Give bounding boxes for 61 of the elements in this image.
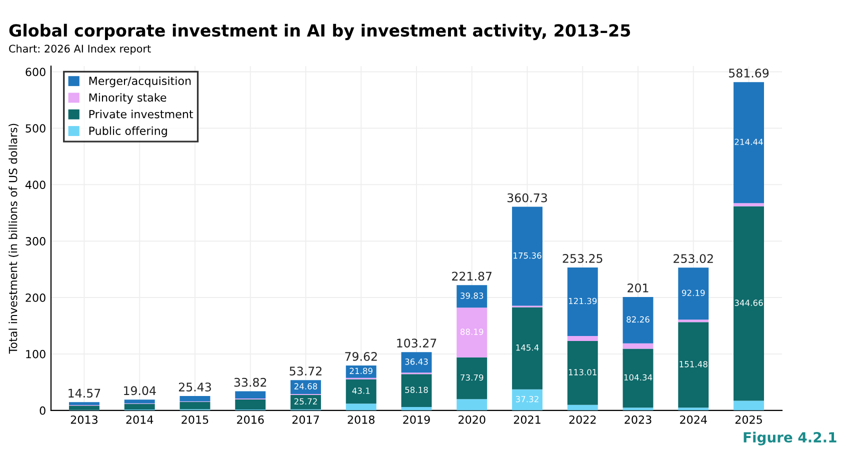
- x-tick-label: 2017: [292, 415, 319, 424]
- legend-label: Minority stake: [89, 93, 166, 104]
- data-label: 36.43: [405, 358, 428, 365]
- x-tick-label: 2013: [70, 415, 98, 424]
- x-tick-label: 2021: [514, 415, 540, 424]
- total-label: 14.57: [68, 388, 100, 398]
- data-label: 43.1: [352, 388, 370, 394]
- data-label: 113.01: [568, 369, 596, 376]
- x-tick-label: 2015: [182, 415, 208, 424]
- x-tick-label: 2014: [126, 415, 154, 424]
- x-tick-label: 2025: [735, 415, 762, 424]
- x-tick-label: 2016: [237, 415, 264, 424]
- data-label: 214.44: [734, 138, 763, 145]
- legend-label: Merger/acquisition: [89, 76, 191, 88]
- data-label: 21.89: [350, 368, 372, 374]
- total-label: 19.04: [124, 386, 156, 396]
- data-label: 73.79: [460, 374, 484, 381]
- data-label: 24.68: [294, 383, 318, 390]
- total-label: 103.27: [397, 338, 436, 348]
- x-tick-label: 2022: [569, 415, 596, 424]
- legend-label: Private investment: [89, 110, 194, 118]
- y-tick-label: 200: [26, 293, 46, 302]
- total-label: 221.87: [452, 272, 492, 281]
- data-label: 145.4: [516, 344, 539, 351]
- x-tick-label: 2023: [624, 415, 652, 424]
- data-label: 39.83: [460, 292, 484, 299]
- y-tick-label: 500: [26, 124, 46, 133]
- x-tick-label: 2019: [403, 415, 430, 424]
- y-tick-label: 400: [25, 180, 46, 190]
- total-label: 25.43: [178, 382, 211, 392]
- data-label: 151.48: [680, 361, 708, 368]
- data-label: 175.36: [514, 252, 542, 259]
- total-label: 253.02: [674, 254, 713, 264]
- data-label: 104.34: [624, 374, 652, 381]
- total-label: 53.72: [290, 366, 322, 376]
- data-label: 92.19: [682, 290, 705, 296]
- data-label: 121.39: [568, 298, 597, 304]
- total-label: 253.25: [562, 254, 602, 263]
- y-tick-label: 600: [26, 68, 46, 76]
- data-label: 344.66: [734, 300, 763, 306]
- y-tick-label: 300: [26, 237, 46, 246]
- total-label: 79.62: [345, 352, 377, 361]
- total-label: 360.73: [508, 193, 547, 202]
- y-tick-label: 0: [40, 406, 46, 415]
- chart-title: Global corporate investment in AI by investment activity, 2013–25: [9, 24, 630, 40]
- data-label: 58.18: [405, 386, 428, 394]
- chart-subtitle: Chart: 2026 AI Index report: [9, 44, 151, 55]
- y-tick-label: 100: [26, 350, 46, 358]
- x-tick-label: 2020: [458, 415, 486, 424]
- x-tick-label: 2024: [680, 415, 707, 424]
- data-label: 25.72: [294, 398, 317, 405]
- total-label: 581.69: [729, 68, 769, 78]
- data-label: 82.26: [626, 316, 650, 323]
- x-tick-label: 2018: [348, 415, 374, 424]
- total-label: 33.82: [234, 378, 266, 387]
- caption: Figure 4.2.1: [744, 432, 836, 446]
- legend-label: Public offering: [89, 126, 167, 138]
- data-label: 88.19: [460, 328, 484, 335]
- data-label: 37.32: [516, 396, 538, 402]
- total-label: 201: [628, 283, 648, 292]
- y-axis-title: Total investment (in billions of US dollars): [8, 124, 19, 354]
